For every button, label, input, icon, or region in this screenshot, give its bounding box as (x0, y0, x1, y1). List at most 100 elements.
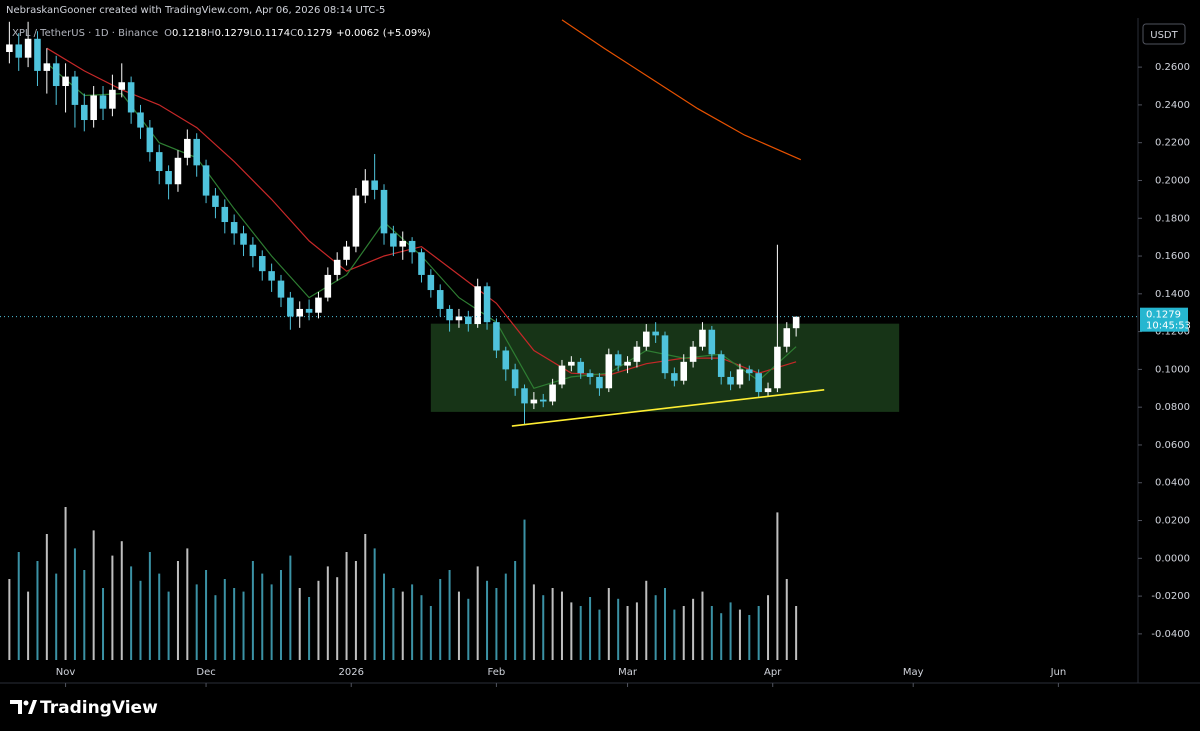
x-tick-label: Dec (196, 667, 215, 678)
candle-body (202, 165, 210, 196)
volume-bar (420, 595, 423, 660)
volume-bar (326, 566, 329, 660)
volume-bar (261, 573, 264, 660)
volume-bar (560, 591, 563, 660)
candle-body (249, 244, 257, 257)
y-tick-label: 0.2400 (1155, 100, 1190, 111)
volume-bar (102, 588, 105, 660)
candle-body (258, 256, 266, 272)
candle-body (34, 38, 41, 71)
last-price-box (1140, 307, 1188, 332)
moving-average (561, 19, 802, 161)
candle-body (127, 82, 135, 113)
candle-body (52, 63, 60, 87)
candle-body (727, 376, 734, 385)
volume-bar (354, 561, 357, 660)
volume-bar (148, 552, 151, 660)
y-tick-label: 0.0800 (1155, 402, 1190, 413)
volume-bar (8, 579, 11, 660)
legend-part: 0.1279 (297, 28, 332, 39)
volume-bar (36, 561, 39, 660)
candle-body (539, 399, 547, 402)
brand: TradingView (40, 698, 158, 718)
candle-body (558, 365, 566, 385)
volume-bar (589, 597, 592, 660)
volume-bar (692, 598, 695, 660)
volume-bar (186, 548, 189, 660)
candle-body (296, 308, 303, 317)
brand-logo (10, 700, 37, 714)
moving-average (46, 47, 797, 376)
candle-body (642, 331, 650, 347)
volume-bar (364, 534, 367, 660)
candle-body (165, 171, 172, 185)
volume-bar (205, 570, 208, 660)
candle-body (408, 240, 416, 253)
volume-bar (776, 512, 779, 660)
volume-bar (457, 591, 460, 660)
legend-part: 0.1279 (215, 28, 250, 39)
candle-body (530, 399, 538, 404)
candle-body (764, 388, 772, 393)
volume-bar (645, 580, 648, 660)
volume-bar (429, 606, 432, 660)
volume-bar (17, 552, 20, 660)
candle-body (99, 95, 107, 109)
volume-bar (383, 573, 386, 660)
credit: NebraskanGooner created with TradingView… (6, 5, 385, 16)
y-tick-label: 0.2000 (1155, 175, 1190, 186)
y-tick-label: 0.0000 (1155, 553, 1190, 564)
legend-part: XPL / TetherUS · 1D · Binance (12, 28, 158, 39)
candle-body (109, 89, 116, 109)
candle-body (240, 233, 247, 245)
candle-body (680, 361, 688, 381)
candle-body (137, 112, 144, 128)
candle-body (71, 76, 79, 105)
y-tick-label: 0.2200 (1155, 138, 1190, 149)
volume-bar (289, 555, 292, 660)
candle-body (305, 308, 313, 313)
x-tick-label: 2026 (339, 667, 364, 678)
y-tick-label: 0.1400 (1155, 289, 1190, 300)
volume-bar (598, 609, 601, 660)
volume-bar (195, 584, 198, 660)
volume-bar (130, 566, 133, 660)
volume-bar (523, 519, 526, 660)
volume-bar (111, 555, 114, 660)
volume-bar (729, 602, 732, 660)
legend-part: H (207, 28, 215, 39)
volume-bar (73, 548, 76, 660)
candle-body (455, 316, 463, 321)
candle-body (699, 329, 706, 347)
candle-body (549, 384, 556, 402)
candle-body (671, 373, 678, 381)
candle-body (746, 369, 753, 374)
volume-bar (373, 548, 376, 660)
currency-box[interactable] (1142, 23, 1186, 45)
candle-body (352, 195, 360, 247)
volume-bar (64, 507, 67, 660)
volume-bar (757, 606, 760, 660)
volume-bar (448, 570, 451, 660)
candle-body (783, 328, 791, 347)
candle-body (212, 195, 219, 207)
volume-bar (664, 588, 667, 660)
volume-bar (710, 606, 713, 660)
volume-bar (45, 534, 48, 660)
candle-body (43, 63, 51, 71)
volume-bar (336, 577, 339, 660)
volume-bar (738, 609, 741, 660)
y-tick-label: 0.0200 (1155, 516, 1190, 527)
candle-body (493, 322, 500, 351)
candle-body (436, 290, 444, 309)
volume-bar (176, 561, 179, 660)
candle-body (633, 346, 641, 362)
legend-part: C (290, 28, 297, 39)
volume-bar (392, 588, 395, 660)
countdown: 10:45:53 (1146, 321, 1191, 332)
candle-body (755, 373, 762, 393)
y-tick-label: 0.2600 (1155, 62, 1190, 73)
candle-body (146, 127, 154, 153)
candle-body (277, 280, 285, 298)
